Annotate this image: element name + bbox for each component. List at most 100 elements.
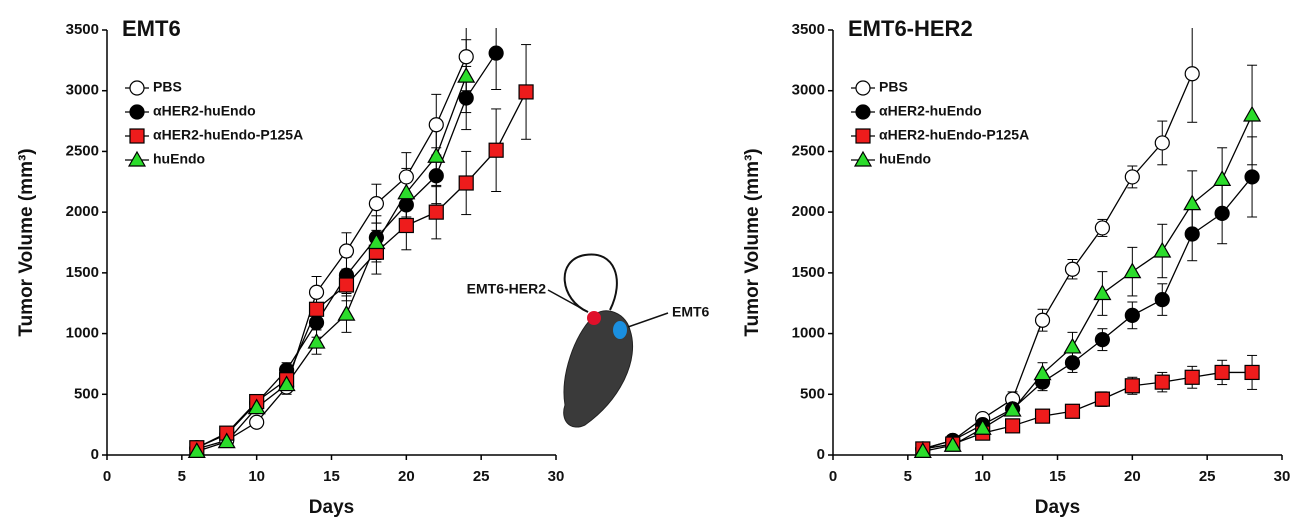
marker — [428, 204, 444, 220]
marker — [428, 117, 444, 133]
marker — [1094, 220, 1111, 236]
series-line — [196, 56, 467, 450]
marker — [1244, 169, 1260, 185]
x-tick-label: 5 — [904, 468, 912, 485]
y-axis-label: Tumor Volume (mm³) — [16, 148, 37, 336]
marker — [1094, 332, 1111, 348]
y-tick-label: 0 — [91, 446, 99, 463]
marker — [367, 233, 386, 250]
marker — [308, 301, 325, 317]
y-tick-label: 1500 — [792, 264, 825, 281]
legend-label: PBS — [153, 79, 182, 95]
marker — [457, 66, 476, 83]
x-tick-label: 20 — [1124, 468, 1141, 485]
marker — [1214, 364, 1230, 381]
y-tick-label: 3500 — [792, 21, 825, 38]
x-tick-label: 10 — [974, 468, 991, 485]
marker — [913, 442, 932, 458]
marker — [368, 196, 384, 212]
x-axis-label: Days — [309, 497, 354, 518]
marker — [1153, 241, 1172, 258]
legend-label: αHER2-huEndo-P125A — [153, 127, 303, 143]
marker — [338, 243, 355, 259]
marker — [187, 442, 206, 458]
marker — [1184, 66, 1200, 82]
title: EMT6-HER2 — [848, 16, 973, 41]
marker — [1124, 307, 1140, 323]
marker — [1063, 337, 1082, 354]
marker — [458, 90, 474, 106]
marker — [1064, 355, 1081, 371]
marker — [1033, 364, 1052, 381]
x-tick-label: 15 — [1049, 468, 1066, 485]
y-tick-label: 2000 — [792, 203, 825, 220]
annotation: EMT6 — [672, 304, 710, 320]
legend-marker — [855, 104, 871, 120]
marker — [1064, 261, 1081, 277]
marker — [277, 375, 296, 392]
marker — [1154, 291, 1170, 308]
y-tick-label: 1000 — [792, 325, 825, 342]
marker — [488, 142, 504, 158]
y-tick-label: 0 — [817, 446, 825, 463]
marker — [337, 304, 356, 321]
series-line — [922, 73, 1193, 450]
mouse-illustration — [547, 253, 669, 428]
marker — [458, 175, 474, 191]
marker — [247, 398, 266, 415]
y-tick-label: 2500 — [792, 142, 825, 159]
marker — [427, 147, 446, 163]
legend-marker — [129, 128, 145, 144]
legend-label: huEndo — [879, 151, 931, 167]
marker — [1093, 284, 1112, 301]
marker — [308, 315, 325, 331]
y-tick-label: 3500 — [66, 21, 99, 38]
marker — [488, 45, 504, 61]
annotation: EMT6-HER2 — [467, 281, 547, 297]
y-tick-label: 1500 — [66, 264, 99, 281]
marker — [398, 169, 414, 185]
legend-marker — [853, 150, 873, 167]
title: EMT6 — [122, 16, 181, 41]
marker — [458, 49, 474, 65]
marker — [1034, 408, 1051, 424]
x-tick-label: 0 — [103, 468, 111, 485]
marker — [1034, 312, 1051, 328]
y-tick-label: 2500 — [66, 142, 99, 159]
marker — [973, 419, 992, 435]
x-tick-label: 20 — [398, 468, 415, 485]
marker — [1184, 369, 1200, 385]
x-tick-label: 30 — [548, 468, 565, 485]
x-tick-label: 30 — [1274, 468, 1291, 485]
plot — [187, 28, 534, 458]
x-tick-label: 25 — [1199, 468, 1216, 485]
legend-marker — [129, 80, 145, 96]
plot — [913, 28, 1262, 458]
legend-label: αHER2-huEndo-P125A — [879, 127, 1029, 143]
series-line — [196, 91, 527, 449]
y-axis-label: Tumor Volume (mm³) — [742, 148, 763, 336]
legend-marker — [855, 128, 871, 144]
marker — [1154, 135, 1170, 151]
legend-marker — [129, 104, 145, 120]
y-tick-label: 2000 — [66, 203, 99, 220]
marker — [1184, 226, 1200, 242]
marker — [1154, 374, 1170, 390]
marker — [1094, 391, 1111, 407]
legend-label: αHER2-huEndo — [879, 103, 982, 119]
x-tick-label: 0 — [829, 468, 837, 485]
marker — [397, 183, 416, 200]
marker — [1214, 205, 1230, 221]
legend-label: αHER2-huEndo — [153, 103, 256, 119]
marker — [308, 284, 325, 300]
series-line — [922, 114, 1253, 452]
marker — [1123, 262, 1142, 279]
x-tick-label: 10 — [248, 468, 265, 485]
y-tick-label: 3000 — [792, 82, 825, 99]
legend-marker — [855, 80, 871, 96]
legend-marker — [127, 150, 147, 167]
legend-label: huEndo — [153, 151, 205, 167]
marker — [1243, 105, 1262, 122]
legend-label: PBS — [879, 79, 908, 95]
